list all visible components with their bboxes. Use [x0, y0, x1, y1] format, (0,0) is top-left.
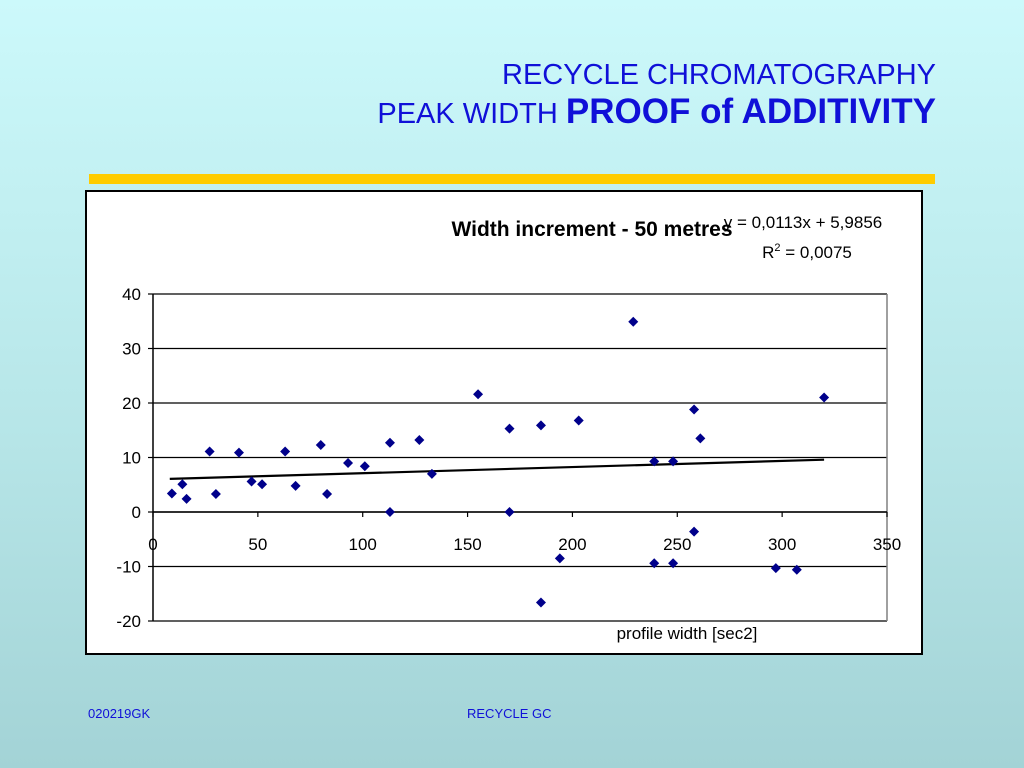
- data-point: [315, 439, 326, 450]
- x-tick-label: 300: [768, 535, 796, 554]
- data-point: [668, 558, 679, 569]
- data-point: [414, 435, 425, 446]
- data-point: [384, 437, 395, 448]
- data-point: [535, 420, 546, 431]
- y-tick-label: -10: [116, 558, 141, 577]
- footer-title: RECYCLE GC: [467, 706, 552, 721]
- x-tick-label: 350: [873, 535, 901, 554]
- title-line-1: RECYCLE CHROMATOGRAPHY: [502, 59, 936, 91]
- footer-code: 020219GK: [88, 706, 151, 721]
- r-squared-prefix: R: [762, 243, 774, 262]
- data-point: [791, 564, 802, 575]
- x-tick-label: 250: [663, 535, 691, 554]
- y-tick-label: 10: [122, 449, 141, 468]
- r-squared-label: R2 = 0,0075: [762, 242, 852, 262]
- data-point: [290, 480, 301, 491]
- y-tick-label: -20: [116, 612, 141, 631]
- data-point: [770, 563, 781, 574]
- trendline-equation-label: y = 0,0113x + 5,9856: [724, 213, 882, 232]
- data-point: [504, 507, 515, 517]
- data-point: [426, 468, 437, 479]
- data-point: [359, 461, 370, 472]
- data-point: [668, 456, 679, 467]
- data-point: [689, 526, 700, 537]
- data-point: [573, 415, 584, 426]
- trendline: [169, 458, 825, 480]
- data-point: [535, 597, 546, 608]
- data-point: [322, 489, 333, 500]
- x-tick-label: 50: [248, 535, 267, 554]
- title-underline-rule: [89, 174, 935, 184]
- data-point: [166, 488, 177, 499]
- chart-frame: Width increment - 50 metres y = 0,0113x …: [85, 190, 923, 655]
- y-tick-label: 0: [132, 503, 141, 522]
- data-point: [280, 446, 291, 457]
- y-tick-label: 40: [122, 285, 141, 304]
- x-tick-label: 200: [558, 535, 586, 554]
- title-line-2-bold: PROOF of ADDITIVITY: [565, 92, 936, 131]
- title-line-2-regular: PEAK WIDTH: [377, 98, 558, 130]
- r-squared-superscript: 2: [774, 242, 780, 254]
- x-tick-label: 0: [148, 535, 157, 554]
- data-point: [473, 389, 484, 400]
- data-point: [233, 447, 244, 458]
- chart-title: Width increment - 50 metres: [451, 218, 732, 241]
- data-point: [177, 479, 188, 490]
- scatter-chart: Width increment - 50 metres y = 0,0113x …: [116, 213, 901, 643]
- data-point: [504, 423, 515, 434]
- y-tick-label: 20: [122, 394, 141, 413]
- data-point: [384, 507, 395, 517]
- data-point: [628, 316, 639, 327]
- data-point: [181, 493, 192, 504]
- r-squared-value: = 0,0075: [781, 243, 852, 262]
- slide-title: RECYCLE CHROMATOGRAPHY PEAK WIDTH PROOF …: [377, 58, 936, 134]
- data-point: [819, 392, 830, 403]
- data-point: [257, 479, 268, 490]
- data-point: [695, 433, 706, 444]
- data-point: [649, 558, 660, 569]
- data-point: [649, 456, 660, 467]
- title-line-2: PEAK WIDTH PROOF of ADDITIVITY: [377, 92, 936, 134]
- data-point: [246, 476, 257, 487]
- data-point: [210, 489, 221, 500]
- x-axis-label: profile width [sec2]: [617, 624, 758, 643]
- data-point: [204, 446, 215, 457]
- x-tick-label: 150: [453, 535, 481, 554]
- data-point: [554, 553, 565, 564]
- y-tick-label: 30: [122, 340, 141, 359]
- data-point: [343, 457, 354, 468]
- x-tick-label: 100: [349, 535, 377, 554]
- data-point: [689, 404, 700, 415]
